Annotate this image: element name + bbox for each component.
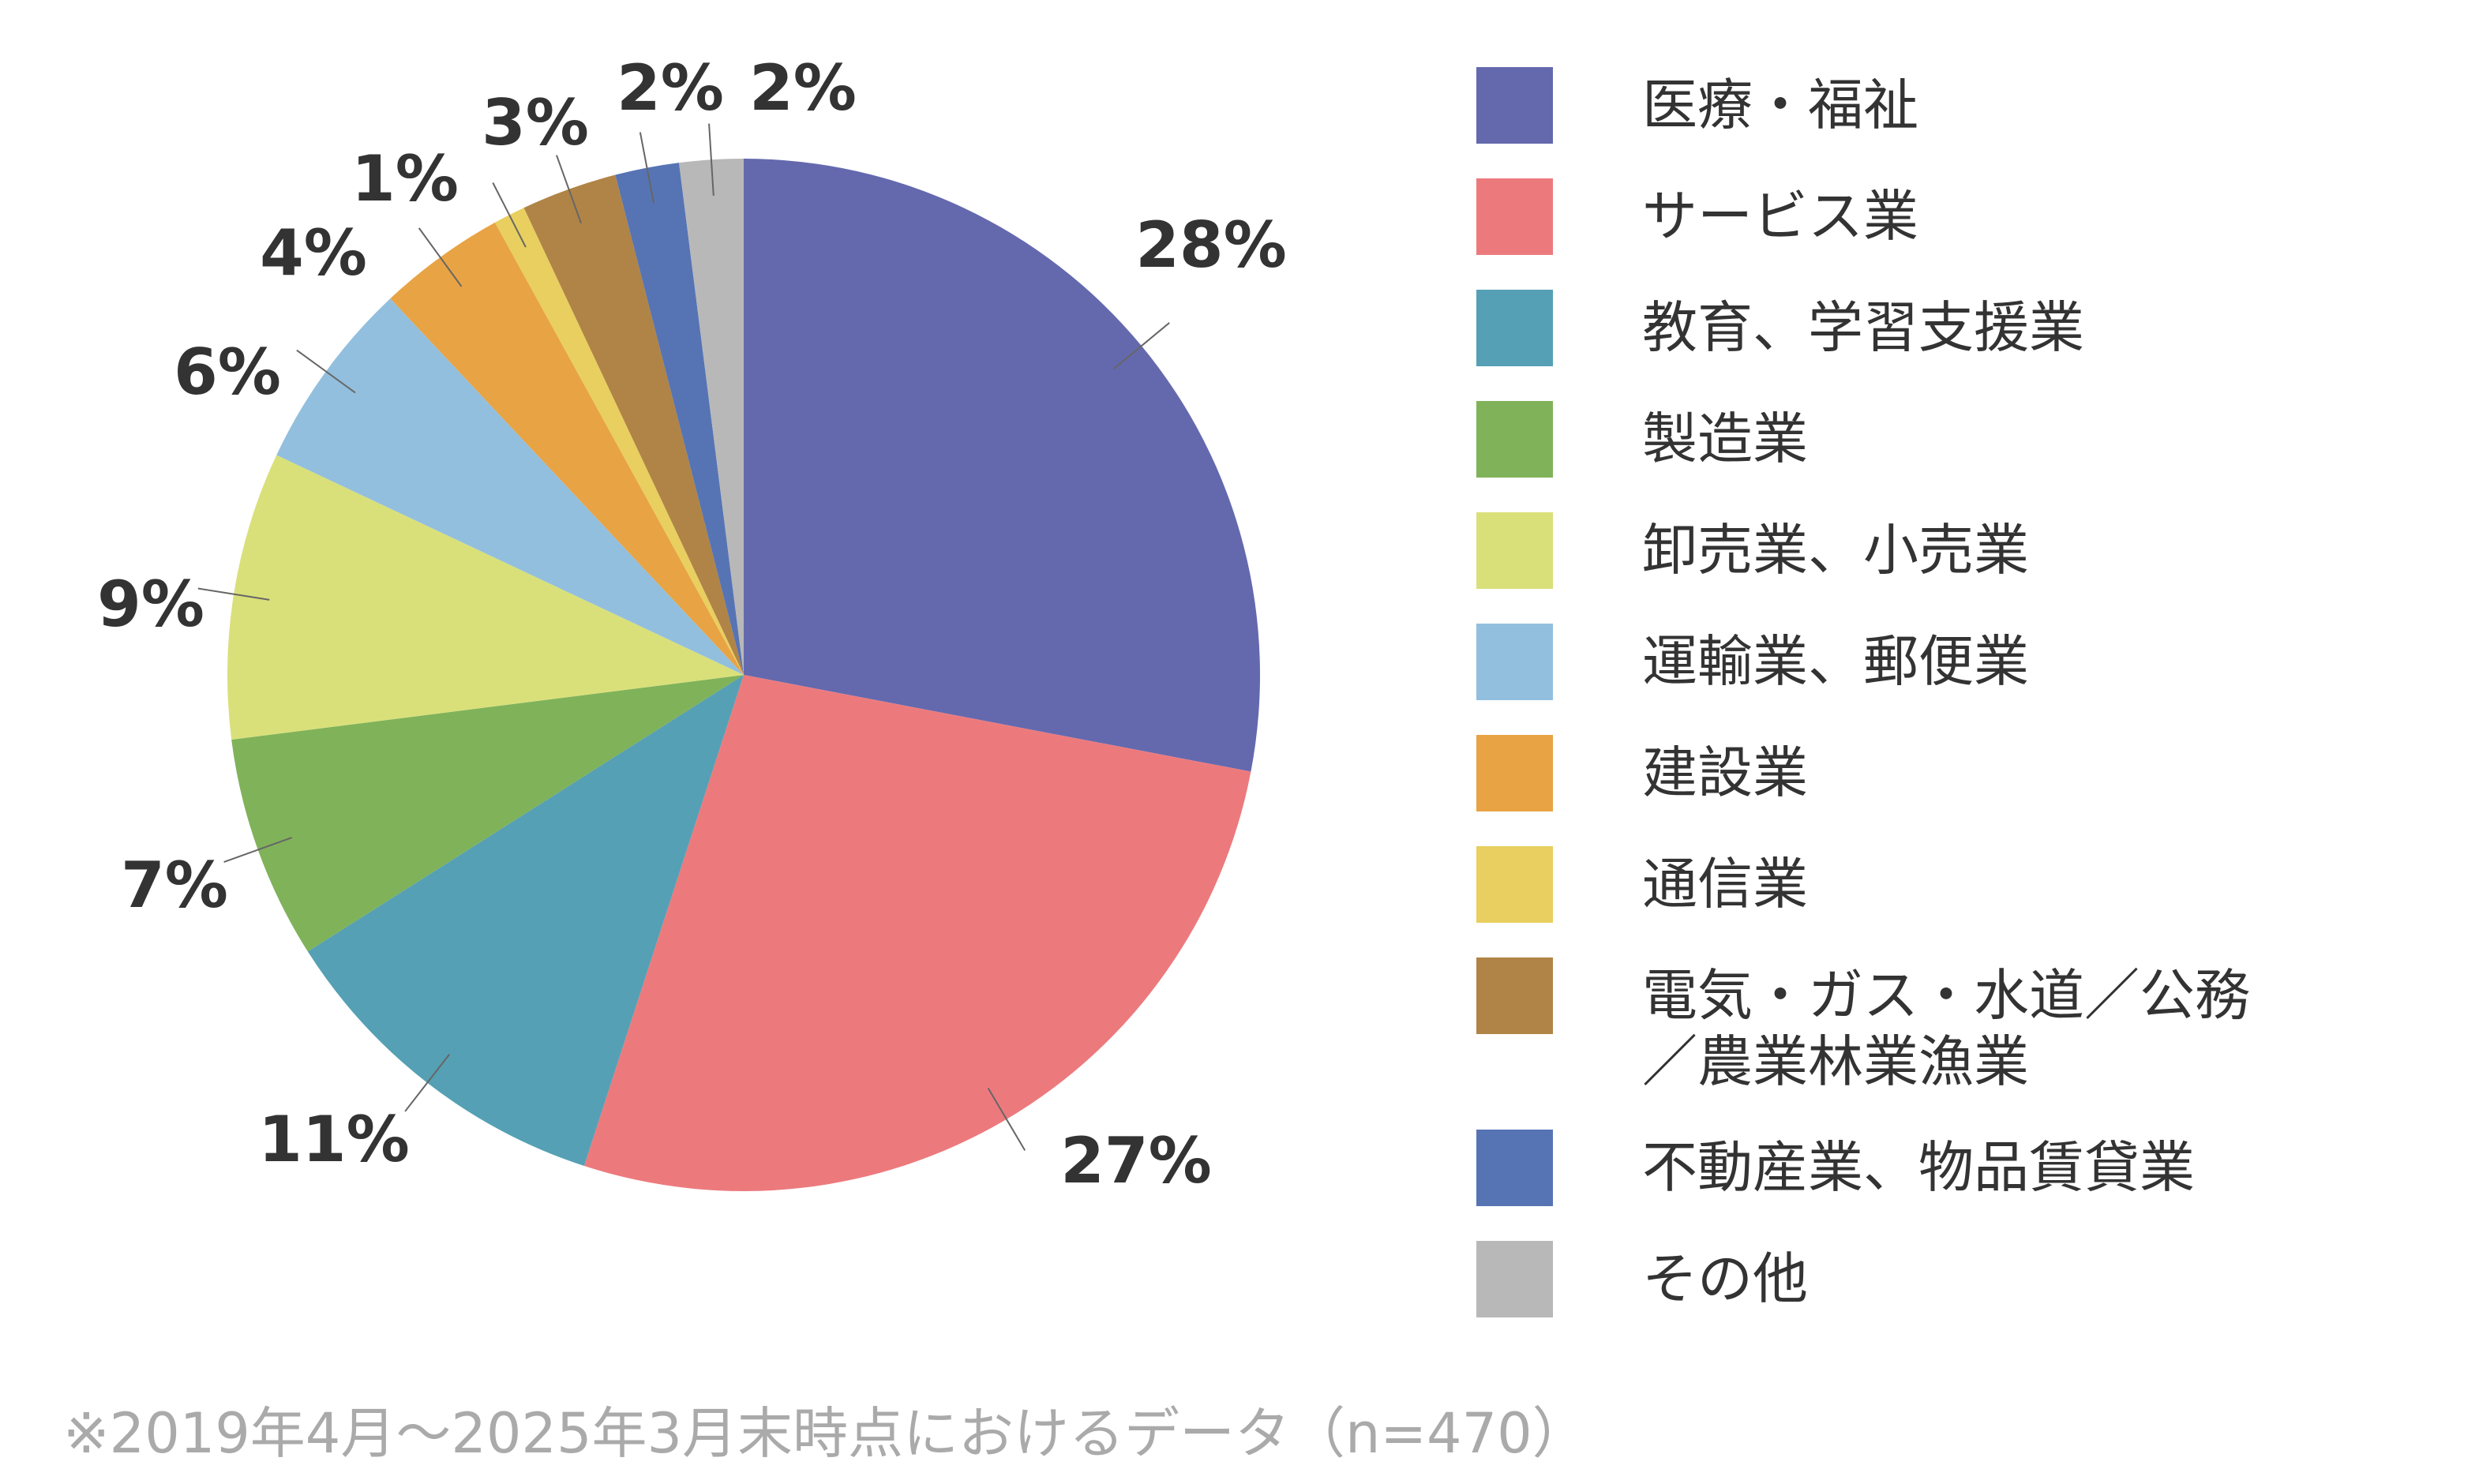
legend-swatch xyxy=(1476,624,1553,700)
data-label: 11% xyxy=(258,1103,409,1176)
leader-line xyxy=(639,132,655,204)
data-label: 9% xyxy=(97,568,204,641)
pie-slice xyxy=(390,222,744,676)
legend-item: サービス業 xyxy=(1476,178,2424,255)
data-label: 27% xyxy=(1060,1124,1211,1197)
pie-slice xyxy=(276,298,744,675)
data-label: 2% xyxy=(749,51,857,125)
data-label: 1% xyxy=(351,142,459,215)
data-label: 4% xyxy=(260,216,367,290)
legend-label: 電気・ガス・水道／公務／農業林業漁業 xyxy=(1642,963,2250,1094)
pie-slice xyxy=(231,675,744,952)
legend-label: 建設業 xyxy=(1642,740,1808,805)
leader-line xyxy=(556,155,582,224)
legend-label: サービス業 xyxy=(1642,184,1918,249)
footnote: ※2019年4月～2025年3月末時点におけるデータ（n=470） xyxy=(63,1401,1588,1466)
legend-swatch xyxy=(1476,1130,1553,1206)
leader-line xyxy=(987,1088,1026,1151)
pie-slice xyxy=(583,675,1251,1191)
legend-swatch xyxy=(1476,957,1553,1034)
legend-item: 製造業 xyxy=(1476,401,2424,478)
data-label: 28% xyxy=(1135,208,1286,282)
legend-swatch xyxy=(1476,1241,1553,1317)
legend-item: 通信業 xyxy=(1476,846,2424,923)
data-label: 2% xyxy=(617,51,724,125)
legend-item: 運輸業、郵便業 xyxy=(1476,624,2424,700)
leader-line xyxy=(197,587,270,601)
legend-label: 卸売業、小売業 xyxy=(1642,518,2029,583)
pie-slice xyxy=(227,455,744,740)
pie-slice xyxy=(494,208,744,675)
legend-label: 不動産業、物品賃貸業 xyxy=(1642,1135,2195,1200)
leader-line xyxy=(404,1053,451,1112)
pie-slice xyxy=(523,174,744,675)
legend-swatch xyxy=(1476,67,1553,144)
legend-label: その他 xyxy=(1642,1246,1808,1311)
legend-item: 建設業 xyxy=(1476,735,2424,811)
pie-slice xyxy=(679,159,744,675)
pie-slice xyxy=(744,159,1260,772)
leader-line xyxy=(296,349,356,394)
legend-item: 不動産業、物品賃貸業 xyxy=(1476,1130,2424,1206)
legend-label: 教育、学習支援業 xyxy=(1642,295,2084,360)
legend-item: 卸売業、小売業 xyxy=(1476,512,2424,589)
data-label: 7% xyxy=(121,849,228,922)
legend-swatch xyxy=(1476,290,1553,366)
legend-swatch xyxy=(1476,846,1553,923)
legend-item: その他 xyxy=(1476,1241,2424,1317)
data-label: 3% xyxy=(482,86,589,159)
pie-slice xyxy=(307,675,744,1166)
leader-line xyxy=(1113,322,1170,370)
leader-line xyxy=(492,182,527,248)
legend-swatch xyxy=(1476,735,1553,811)
legend-swatch xyxy=(1476,178,1553,255)
data-label: 6% xyxy=(174,335,281,409)
pie-chart: 28% 27% 11% 7% 9% 6% 4%1% 3% 2% 2% xyxy=(97,51,1287,1197)
legend-label: 運輸業、郵便業 xyxy=(1642,629,2029,694)
pie-slice xyxy=(615,163,744,675)
leader-line xyxy=(223,837,293,863)
legend-swatch xyxy=(1476,512,1553,589)
legend-label: 医療・福祉 xyxy=(1642,73,1918,137)
leader-line xyxy=(418,227,463,287)
legend-item: 教育、学習支援業 xyxy=(1476,290,2424,366)
legend-swatch xyxy=(1476,401,1553,478)
legend-item: 電気・ガス・水道／公務／農業林業漁業 xyxy=(1476,957,2424,1095)
legend-item: 医療・福祉 xyxy=(1476,67,2424,144)
legend-label: 通信業 xyxy=(1642,852,1808,916)
legend: 医療・福祉サービス業教育、学習支援業 製造業卸売業、小売業 運輸業、郵便業 建設業通信… xyxy=(1476,67,2424,1352)
leader-line xyxy=(708,123,714,197)
legend-label: 製造業 xyxy=(1642,407,1808,471)
